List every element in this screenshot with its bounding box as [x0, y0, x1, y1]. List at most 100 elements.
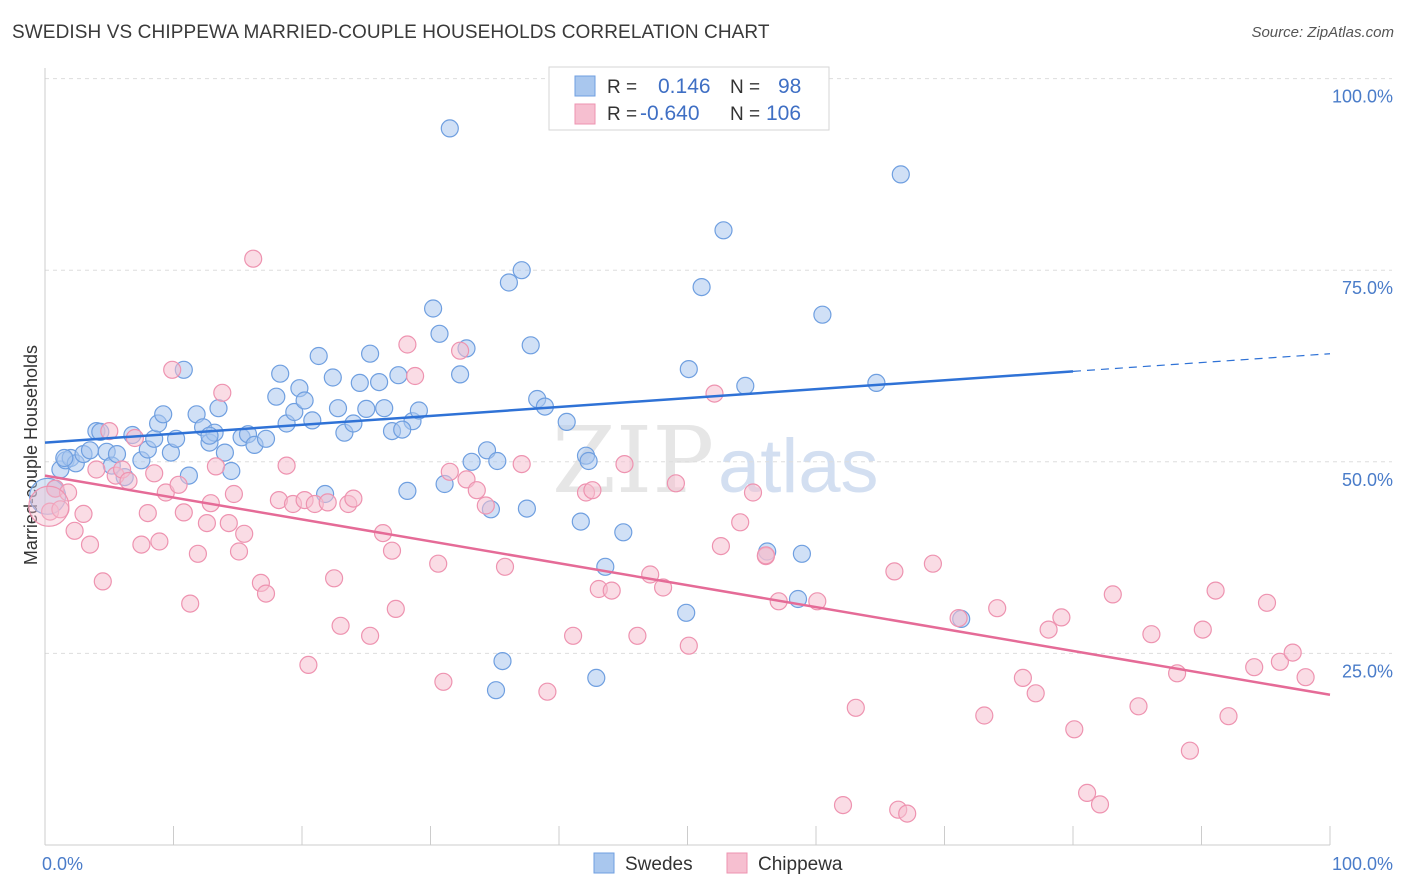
chippewa-point [495, 557, 515, 576]
swedes-point [256, 429, 276, 448]
swedes-point [579, 451, 598, 471]
swedes-point [517, 499, 537, 518]
swedes-points [28, 69, 971, 700]
swedes-trend-extension [1072, 353, 1331, 372]
legend-r-label-chippewa: R = [607, 104, 637, 125]
chippewa-point [512, 455, 531, 474]
chippewa-point [711, 536, 731, 556]
chippewa-point [1052, 608, 1071, 627]
chippewa-point [615, 455, 634, 474]
swedes-point [512, 261, 531, 280]
swedes-point [462, 452, 481, 471]
chippewa-point [174, 503, 193, 522]
x-tick-labels: 0.0% 100.0% [42, 854, 1393, 874]
chippewa-point [898, 804, 917, 823]
swedes-point [813, 305, 832, 324]
chippewa-point [538, 682, 557, 701]
chippewa-point [406, 366, 425, 386]
swedes-point [714, 221, 733, 240]
chippewa-point [1270, 652, 1290, 671]
legend-swatch-swedes [574, 75, 596, 97]
chippewa-point [1077, 783, 1097, 803]
series-legend: Swedes Chippewa [593, 852, 843, 875]
y-tick-label: 75.0% [1342, 278, 1393, 298]
swedes-point [303, 411, 322, 430]
swedes-point [370, 373, 389, 392]
x-tick-label: 0.0% [42, 854, 83, 874]
chippewa-point [169, 475, 188, 494]
chippewa-point [1103, 585, 1122, 604]
chippewa-point [206, 457, 225, 476]
chippewa-point [224, 484, 243, 504]
chippewa-point [28, 485, 70, 527]
chippewa-point [213, 383, 232, 402]
chippewa-point [145, 464, 164, 483]
y-axis-label: Married-couple Households [21, 345, 41, 565]
swedes-point [309, 346, 328, 366]
chippewa-point [666, 474, 686, 493]
y-tick-label: 50.0% [1342, 470, 1393, 490]
swedes-point [792, 544, 812, 563]
chippewa-point [65, 521, 84, 540]
legend-n-value-swedes: 98 [778, 75, 801, 98]
chippewa-point [563, 626, 583, 645]
chippewa-point [386, 599, 405, 619]
bottom-legend-swatch-swedes [593, 852, 615, 874]
swedes-point [736, 376, 755, 395]
swedes-point [389, 366, 408, 385]
swedes-point [267, 387, 286, 406]
chippewa-point [731, 513, 750, 532]
chippewa-point [181, 594, 200, 613]
chippewa-point [1026, 684, 1045, 703]
legend-r-label-swedes: R = [607, 77, 637, 98]
legend-n-label-chippewa: N = [730, 104, 760, 125]
chippewa-point [756, 546, 776, 565]
swedes-point [361, 344, 380, 363]
chippewa-point [1193, 620, 1212, 639]
chippewa-point [705, 384, 724, 403]
chippewa-point [434, 672, 453, 691]
chippewa-point [138, 503, 157, 523]
chippewa-point [1013, 668, 1033, 688]
swedes-point [222, 461, 241, 481]
bottom-legend-swatch-chippewa [726, 852, 748, 874]
chippewa-point [1065, 720, 1084, 739]
chippewa-point [1283, 643, 1302, 662]
chippewa-point [1206, 581, 1225, 600]
chippewa-point [949, 608, 968, 628]
chippewa-point [833, 795, 853, 815]
legend-r-value-swedes: 0.146 [658, 75, 711, 98]
chippewa-point [1296, 668, 1315, 687]
chippewa-point [583, 481, 602, 500]
chippewa-point [229, 542, 249, 561]
chippewa-point [1090, 795, 1110, 814]
chippewa-point [361, 626, 380, 645]
swedes-point [486, 681, 506, 700]
chippewa-point [602, 581, 621, 600]
legend-n-value-chippewa: 106 [766, 102, 801, 125]
chippewa-point [975, 706, 994, 725]
watermark-zip: ZIP [552, 407, 714, 514]
chippewa-point [1245, 658, 1264, 677]
chippewa-point [87, 460, 106, 479]
chippewa-point [244, 249, 263, 268]
chippewa-point [382, 541, 402, 560]
chippewa-point [1039, 620, 1058, 639]
swedes-point [154, 405, 173, 424]
swedes-point [375, 399, 394, 418]
chippewa-point [628, 626, 647, 645]
x-tick-label: 100.0% [1332, 854, 1393, 874]
swedes-point [677, 603, 696, 622]
swedes-point [323, 368, 342, 387]
chippewa-point [1142, 625, 1161, 644]
chippewa-point [163, 360, 182, 379]
chippewa-point [1129, 697, 1148, 716]
swedes-point [328, 399, 348, 418]
chippewa-point [344, 489, 363, 508]
watermark-atlas: atlas [718, 424, 879, 509]
chippewa-point [277, 456, 296, 475]
gridlines [45, 78, 1392, 654]
swedes-point [451, 365, 470, 384]
swedes-point [398, 481, 417, 500]
chippewa-point [325, 569, 344, 588]
